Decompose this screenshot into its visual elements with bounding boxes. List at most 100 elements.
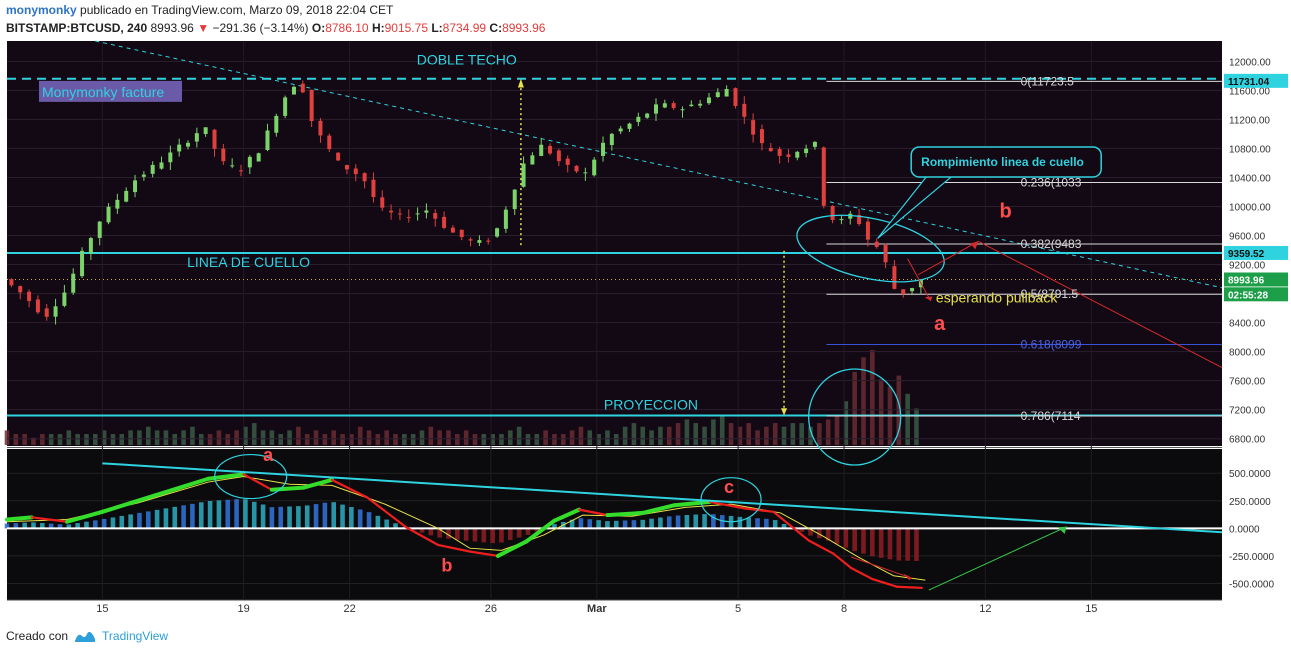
histogram-bar xyxy=(296,506,301,529)
candle xyxy=(503,206,508,233)
price-scale[interactable] xyxy=(1222,41,1291,600)
volume-bar xyxy=(658,426,663,445)
candle xyxy=(177,138,182,157)
breakout-ellipse[interactable] xyxy=(791,204,950,294)
volume-bar xyxy=(163,430,169,445)
facture-text: Monymonky facture xyxy=(42,84,164,100)
candle-body xyxy=(804,148,809,154)
candle xyxy=(53,298,58,325)
histogram-bar xyxy=(287,506,292,529)
histogram-bar xyxy=(534,528,540,532)
tradingview-brand-link[interactable]: TradingView xyxy=(102,629,169,643)
time-tick-label: 15 xyxy=(96,603,108,615)
histogram-bar xyxy=(13,523,19,529)
histogram-bar xyxy=(569,519,575,529)
volume-bar xyxy=(711,419,716,445)
price-badge xyxy=(1224,245,1288,260)
candle xyxy=(751,113,756,143)
osc-green-arrow[interactable] xyxy=(928,526,1067,591)
volume-bar xyxy=(728,423,734,445)
candle-body xyxy=(389,210,394,213)
histogram-bar xyxy=(110,517,116,529)
candle xyxy=(150,161,155,178)
volume-ellipse[interactable] xyxy=(808,368,902,466)
histogram-bar xyxy=(622,520,628,529)
candle-body xyxy=(327,135,332,150)
callout-box[interactable] xyxy=(910,146,1102,178)
candle-body xyxy=(786,154,791,157)
symbol-name[interactable]: BITSTAMP:BTCUSD, 240 xyxy=(6,21,148,35)
histogram-bar xyxy=(755,518,760,529)
footer: Creado con TradingView xyxy=(6,629,168,643)
created-with-text: Creado con xyxy=(6,629,69,643)
descending-trendline[interactable] xyxy=(95,40,1223,289)
pullback-line-up[interactable] xyxy=(918,240,979,276)
time-tick-label: 5 xyxy=(735,603,741,615)
osc-red-arrowhead-icon xyxy=(903,573,913,581)
candle xyxy=(706,92,711,105)
histogram-bar xyxy=(437,528,442,538)
volume-bar xyxy=(799,423,804,445)
pullback-line-down[interactable] xyxy=(978,240,1223,369)
osc-trendline[interactable] xyxy=(102,462,1223,534)
volume-bar xyxy=(128,430,133,445)
histogram-bar xyxy=(711,514,716,529)
volume-bar xyxy=(560,434,566,445)
candle-body xyxy=(645,113,650,118)
histogram-bar xyxy=(887,528,893,560)
candle-body xyxy=(450,227,455,233)
histogram-bar xyxy=(516,528,522,538)
time-tick-label: 8 xyxy=(841,603,847,615)
price-badge xyxy=(1224,287,1288,302)
price-tick-label: 8000.00 xyxy=(1229,348,1266,359)
volume-bar xyxy=(207,434,213,445)
candle xyxy=(539,137,544,157)
time-tick-label: 15 xyxy=(1085,603,1097,615)
candle xyxy=(512,189,517,216)
volume-bar xyxy=(437,430,442,445)
candle-body xyxy=(556,150,561,162)
price-tick-label: 9200.00 xyxy=(1229,261,1266,272)
candle xyxy=(442,211,447,230)
histogram-bar xyxy=(817,528,822,539)
candle-body xyxy=(265,130,270,150)
author-link[interactable]: monymonky xyxy=(6,3,77,17)
osc-red-arrow[interactable] xyxy=(850,556,912,579)
volume-bar xyxy=(66,430,72,445)
candle-body xyxy=(848,213,853,219)
histogram-bar xyxy=(331,502,337,529)
osc-ellipse-a[interactable] xyxy=(214,453,288,500)
macd-line-segment xyxy=(405,526,440,546)
candle-body xyxy=(715,92,720,98)
candle xyxy=(186,140,191,150)
candle-body xyxy=(724,88,729,97)
macd-line-segment xyxy=(30,516,69,523)
histogram-bar xyxy=(649,518,654,529)
macd-line-segment xyxy=(708,500,747,510)
volume-bar xyxy=(684,419,690,445)
volume-bar xyxy=(48,434,54,445)
histogram-bar xyxy=(428,528,434,536)
volume-bar xyxy=(755,430,760,445)
macd-line-segment xyxy=(552,507,582,523)
candle xyxy=(300,80,305,94)
macd-line-segment xyxy=(468,550,500,558)
volume-bar xyxy=(481,434,487,445)
volume-bar xyxy=(13,434,19,445)
candle xyxy=(459,229,464,241)
histogram-bar xyxy=(463,528,469,541)
candle-body xyxy=(742,103,747,117)
candle-body xyxy=(62,292,67,306)
drop-arrow[interactable] xyxy=(907,258,932,302)
candle xyxy=(415,207,420,221)
candle xyxy=(874,238,879,249)
macd-line-segment xyxy=(100,493,158,514)
candle-body xyxy=(759,129,764,144)
volume-bar xyxy=(817,423,822,445)
osc-ellipse-c[interactable] xyxy=(700,477,762,523)
candle xyxy=(318,118,323,143)
candle xyxy=(265,123,270,152)
histogram-bar xyxy=(658,517,663,529)
candle xyxy=(283,95,288,119)
